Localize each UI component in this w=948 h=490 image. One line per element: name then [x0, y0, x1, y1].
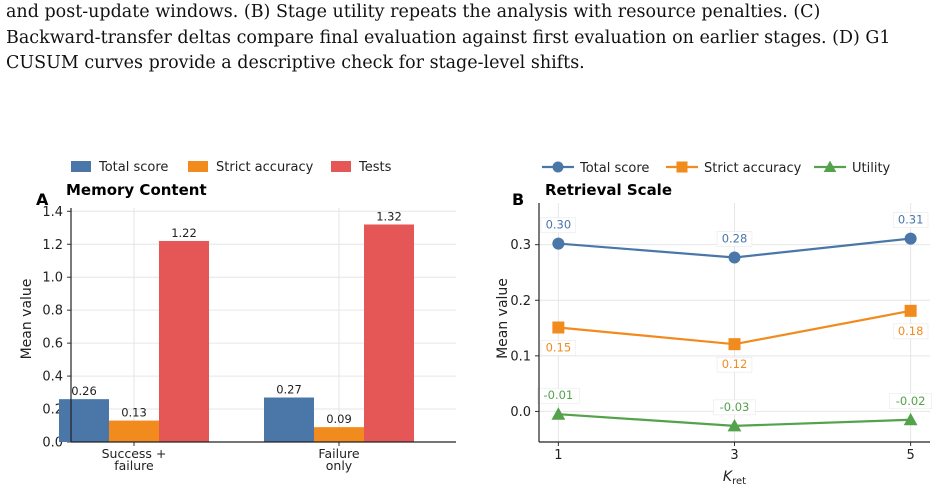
bar-value-label: 0.09 [326, 412, 352, 426]
data-label-box [889, 393, 932, 410]
y-tick-label: 0.0 [510, 405, 531, 420]
caption-line: Backward-transfer deltas compare final e… [6, 27, 891, 48]
y-tick-label: 1.2 [42, 238, 63, 253]
x-axis-label-subscript: ret [732, 476, 746, 487]
data-label-box [713, 399, 756, 416]
legend-label: Tests [358, 160, 392, 175]
x-tick-label: Success + [102, 446, 167, 461]
y-tick-label: 0.6 [42, 337, 63, 352]
legend-marker [823, 160, 837, 173]
x-tick-label: 5 [906, 448, 914, 463]
bar-value-label: 0.26 [71, 384, 97, 398]
data-label-box [892, 212, 929, 228]
chart-title: Memory Content [66, 181, 207, 199]
bar [59, 399, 109, 442]
y-tick-label: 0.3 [510, 238, 531, 253]
x-tick-label: Failure [318, 446, 359, 461]
bar [264, 397, 314, 442]
y-tick-label: 1.0 [42, 271, 63, 286]
legend-marker [552, 161, 564, 173]
data-label: -0.01 [543, 388, 573, 402]
data-point [903, 412, 918, 426]
bar-value-label: 1.22 [171, 226, 197, 240]
bar-value-label: 1.32 [376, 209, 402, 223]
data-point [727, 418, 742, 432]
data-label-box [540, 217, 577, 233]
y-axis-label: Mean value [495, 278, 511, 359]
legend-marker [676, 161, 688, 173]
bar [314, 427, 364, 442]
x-tick-label: failure [114, 458, 154, 473]
y-tick-label: 0.2 [42, 403, 63, 418]
x-tick-label: 1 [554, 448, 562, 463]
data-point [551, 407, 566, 420]
data-label-box [716, 231, 753, 247]
legend-label: Total score [579, 161, 649, 176]
y-tick-label: 0.0 [42, 436, 63, 451]
data-label: 0.28 [722, 231, 748, 245]
x-axis-label: Kret [723, 469, 746, 487]
data-label-box [540, 340, 577, 356]
bar-value-label: 0.13 [121, 406, 147, 420]
data-label: 0.15 [546, 341, 572, 355]
data-point [552, 237, 565, 250]
legend-swatch [188, 161, 208, 172]
data-label: -0.02 [896, 394, 926, 408]
legend-swatch [71, 161, 91, 172]
legend-label: Strict accuracy [704, 161, 802, 176]
legend-label: Strict accuracy [216, 160, 314, 175]
bar-value-label: 0.27 [276, 383, 302, 397]
legend-label: Total score [98, 160, 168, 175]
data-label-box [716, 356, 753, 373]
data-label: 0.12 [722, 357, 748, 371]
y-tick-label: 0.4 [42, 370, 63, 385]
data-point [728, 251, 741, 264]
data-label: 0.31 [898, 213, 924, 227]
y-tick-label: 0.8 [42, 304, 63, 319]
data-point [904, 232, 917, 245]
chart-title: Retrieval Scale [545, 181, 672, 199]
data-label: 0.30 [546, 218, 572, 232]
panel-letter: A [36, 190, 49, 209]
figure-caption: and post-update windows. (B) Stage utili… [6, 0, 942, 77]
y-tick-label: 0.2 [510, 294, 531, 309]
y-tick-label: 1.4 [42, 205, 63, 220]
bar [109, 420, 159, 442]
x-tick-label: only [326, 458, 353, 473]
legend-label: Utility [852, 161, 891, 176]
data-label: -0.03 [720, 400, 750, 414]
bar [364, 224, 414, 442]
data-label-box [537, 387, 580, 404]
legend-swatch [331, 161, 351, 172]
caption-line: and post-update windows. (B) Stage utili… [6, 2, 821, 22]
y-tick-label: 0.1 [510, 349, 531, 364]
data-point [728, 338, 741, 351]
x-axis-label-main: K [723, 469, 734, 485]
data-point [904, 304, 917, 317]
x-tick-label: 3 [730, 448, 738, 463]
panel-letter: B [512, 190, 524, 209]
y-axis-label: Mean value [19, 279, 35, 360]
data-label-box [892, 323, 929, 340]
data-label: 0.18 [898, 324, 924, 338]
data-point [552, 321, 565, 334]
bar [159, 240, 209, 442]
caption-line: CUSUM curves provide a descriptive check… [6, 53, 585, 73]
